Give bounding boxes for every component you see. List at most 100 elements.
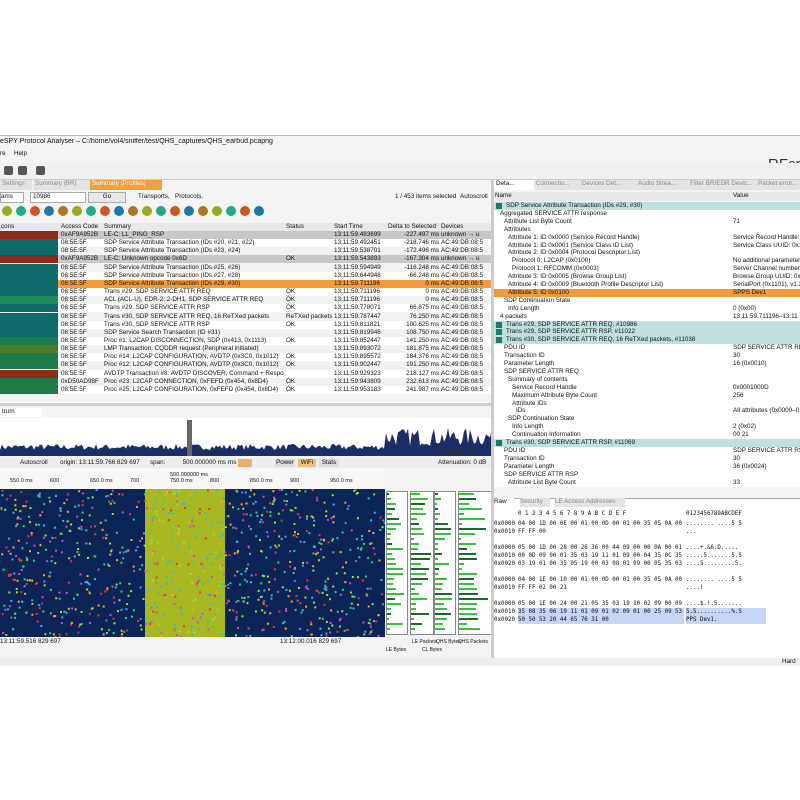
dropdown[interactable]: Protocols, [175, 193, 203, 200]
button[interactable]: WiFi [298, 459, 316, 467]
tree-row[interactable] [494, 202, 800, 210]
tree-row[interactable] [494, 273, 800, 282]
tree-row[interactable] [494, 241, 800, 250]
tree-row[interactable] [494, 367, 800, 376]
tree-row[interactable] [494, 304, 800, 313]
tab[interactable]: Security [520, 498, 550, 507]
table-row[interactable] [0, 353, 492, 362]
table-row[interactable] [0, 345, 492, 354]
filter-icon[interactable] [128, 206, 138, 216]
checkbox-label[interactable]: Autoscroll [20, 459, 48, 466]
tree-row[interactable] [494, 344, 800, 353]
tab[interactable]: Audio Strea... [636, 180, 688, 190]
button[interactable]: Power [275, 459, 295, 467]
tab[interactable]: Connectio... [534, 180, 580, 190]
input[interactable]: 500.000000 ms [182, 459, 226, 466]
tab[interactable]: LE Access Addresses [555, 498, 625, 507]
filter-icon[interactable] [58, 206, 68, 216]
input[interactable]: 10986 [30, 192, 86, 203]
tool-icon[interactable] [4, 166, 13, 175]
filter-icon[interactable] [114, 206, 124, 216]
filter-icon[interactable] [44, 206, 54, 216]
button[interactable] [238, 459, 252, 467]
table-row[interactable] [0, 296, 492, 305]
table-row[interactable] [0, 336, 492, 345]
tree-row[interactable] [494, 209, 800, 218]
filter-icon[interactable] [30, 206, 40, 216]
menu-item[interactable]: re [0, 150, 6, 157]
table-row[interactable] [0, 385, 492, 394]
tab[interactable]: Summary (Profiles) [90, 180, 162, 190]
tree-row[interactable] [494, 439, 800, 447]
dropdown[interactable]: Transports, [138, 193, 170, 200]
tab[interactable]: Deta... [494, 180, 534, 190]
menu-item[interactable]: Help [14, 150, 27, 157]
table-row[interactable] [0, 312, 492, 321]
filter-icon[interactable] [170, 206, 180, 216]
tree-row[interactable] [494, 225, 800, 234]
tree-row[interactable] [494, 249, 800, 258]
tree-row[interactable] [494, 296, 800, 305]
table-row[interactable] [0, 279, 492, 288]
tree-row[interactable] [494, 470, 800, 479]
table-row[interactable] [0, 361, 492, 370]
button[interactable]: Go [88, 192, 126, 203]
tree-row[interactable] [494, 360, 800, 368]
tree-row[interactable] [494, 233, 800, 242]
table-row[interactable] [0, 239, 492, 248]
table-row[interactable] [0, 328, 492, 337]
tree-row[interactable] [494, 415, 800, 424]
tree-row[interactable] [494, 320, 800, 329]
tab[interactable]: Raw [494, 498, 514, 507]
table-row[interactable] [0, 377, 492, 386]
filter-icon[interactable] [156, 206, 166, 216]
tree-row[interactable] [494, 375, 800, 384]
filter-icon[interactable] [86, 206, 96, 216]
table-row[interactable] [0, 231, 492, 239]
tool-icon[interactable] [36, 166, 45, 175]
tree-row[interactable] [494, 257, 800, 266]
table-row[interactable] [0, 271, 492, 280]
filter-icon[interactable] [16, 206, 26, 216]
tree-row[interactable] [494, 336, 800, 345]
tree-row[interactable] [494, 352, 800, 361]
tab[interactable]: Settings [0, 180, 32, 190]
filter-icon[interactable] [100, 206, 110, 216]
tree-row[interactable] [494, 391, 800, 400]
tab[interactable]: Summary (BR) [33, 180, 90, 190]
tab[interactable]: Filter BR/EDR Devic... [688, 180, 756, 190]
tree-row[interactable] [494, 462, 800, 471]
table-row[interactable] [0, 247, 492, 256]
filter-icon[interactable] [142, 206, 152, 216]
tree-row[interactable] [494, 217, 800, 226]
tree-row[interactable] [494, 454, 800, 463]
table-row[interactable] [0, 263, 492, 272]
table-row[interactable] [0, 320, 492, 329]
filter-icon[interactable] [254, 206, 264, 216]
tab[interactable]: Packet error... [756, 180, 800, 190]
tree-row[interactable] [494, 312, 800, 321]
tree-row[interactable] [494, 399, 800, 408]
tree-row[interactable] [494, 431, 800, 440]
filter-icon[interactable] [198, 206, 208, 216]
table-row[interactable] [0, 255, 492, 264]
filter-icon[interactable] [226, 206, 236, 216]
tab[interactable]: trum [0, 408, 42, 417]
tree-row[interactable] [494, 423, 800, 432]
input[interactable]: ams [0, 192, 24, 203]
tool-icon[interactable] [18, 166, 27, 175]
tab[interactable]: Devices Det... [580, 180, 636, 190]
tree-row[interactable] [494, 478, 800, 487]
button[interactable]: Stats [319, 459, 339, 467]
tree-row[interactable] [494, 281, 800, 289]
tree-row[interactable] [494, 446, 800, 455]
filter-icon[interactable] [72, 206, 82, 216]
tree-row[interactable] [494, 328, 800, 337]
tree-row[interactable] [494, 288, 800, 297]
tree-row[interactable] [494, 383, 800, 392]
checkbox-label[interactable]: Autoscroll [460, 193, 488, 200]
table-row[interactable] [0, 288, 492, 297]
table-row[interactable] [0, 304, 492, 313]
filter-icon[interactable] [212, 206, 222, 216]
filter-icon[interactable] [2, 206, 12, 216]
